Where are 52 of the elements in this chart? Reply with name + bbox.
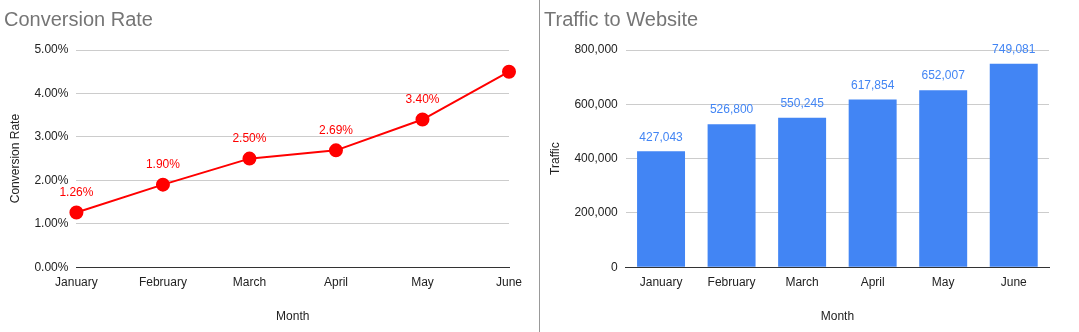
x-axis-title: Month	[820, 309, 855, 324]
y-tick-label: 4.00%	[34, 85, 69, 100]
y-tick-label: 1.00%	[34, 216, 69, 231]
bar	[848, 99, 897, 267]
data-label: 427,043	[639, 129, 684, 144]
x-tick-label: April	[323, 274, 348, 289]
y-tick-label: 3.00%	[34, 129, 69, 144]
bar	[989, 63, 1038, 267]
chart-title: Conversion Rate	[4, 7, 153, 30]
bar	[778, 117, 827, 267]
data-label: 652,007	[921, 68, 966, 83]
y-tick-label: 0.00%	[34, 259, 69, 274]
y-axis-title: Traffic	[547, 142, 562, 175]
data-label: 526,800	[709, 102, 754, 117]
x-tick-label: March	[785, 274, 819, 289]
x-tick-label: May	[931, 274, 955, 289]
data-label: 617,854	[850, 77, 895, 92]
data-label: 1.26%	[59, 184, 94, 199]
x-tick-label: February	[138, 274, 187, 289]
y-tick-label: 800,000	[574, 42, 619, 57]
y-tick-label: 600,000	[574, 96, 619, 111]
point	[328, 143, 343, 158]
data-label: 3.40%	[405, 91, 440, 106]
x-tick-label: June	[1000, 274, 1028, 289]
y-tick-label: 5.00%	[34, 42, 69, 57]
point	[155, 177, 170, 192]
x-tick-label: February	[707, 274, 756, 289]
point	[502, 64, 516, 79]
x-tick-label: June	[495, 274, 523, 289]
bar	[919, 90, 968, 267]
x-tick-label: March	[232, 274, 267, 289]
x-tick-label: April	[860, 274, 885, 289]
y-axis-title: Conversion Rate	[7, 113, 22, 204]
x-tick-label: January	[55, 274, 98, 289]
y-tick-label: 400,000	[574, 150, 619, 165]
y-tick-label: 2.00%	[34, 172, 69, 187]
data-label: 1.90%	[145, 156, 181, 171]
y-tick-label: 0	[611, 259, 619, 274]
point	[69, 205, 84, 220]
point	[415, 112, 430, 127]
point	[242, 151, 257, 166]
data-label: 2.69%	[318, 122, 354, 137]
x-axis-title: Month	[276, 309, 310, 324]
data-label: 550,245	[780, 96, 825, 111]
x-tick-label: May	[411, 274, 434, 289]
bar	[637, 151, 686, 267]
data-label: 749,081	[992, 42, 1036, 57]
bar	[707, 124, 756, 267]
x-tick-label: January	[639, 274, 683, 289]
chart-title: Traffic to Website	[544, 7, 699, 30]
data-label: 2.50%	[232, 130, 267, 145]
y-tick-label: 200,000	[574, 205, 619, 220]
